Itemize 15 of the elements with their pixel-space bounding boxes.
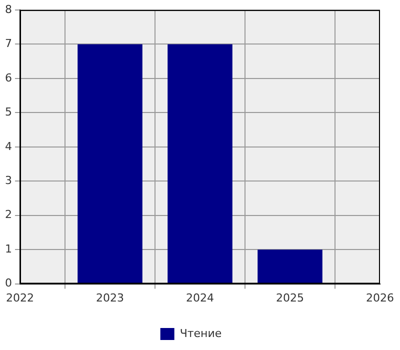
y-tick-label: 0: [5, 276, 12, 290]
y-tick-label: 5: [5, 106, 12, 119]
y-tick-label: 1: [5, 242, 12, 256]
x-tick-label: 2025: [276, 291, 304, 304]
y-tick-label: 7: [5, 37, 12, 50]
legend-label: Чтение: [180, 326, 222, 340]
y-tick-label: 8: [5, 2, 12, 16]
y-tick-label: 3: [5, 174, 12, 187]
x-tick-label: 2026: [366, 291, 394, 304]
y-tick-label: 2: [5, 208, 12, 222]
x-tick-label: 2022: [6, 291, 34, 304]
x-tick-label: 2024: [186, 291, 214, 304]
y-tick-label: 6: [5, 71, 12, 84]
y-tick-label: 4: [5, 140, 12, 153]
x-tick-label: 2023: [96, 291, 124, 304]
